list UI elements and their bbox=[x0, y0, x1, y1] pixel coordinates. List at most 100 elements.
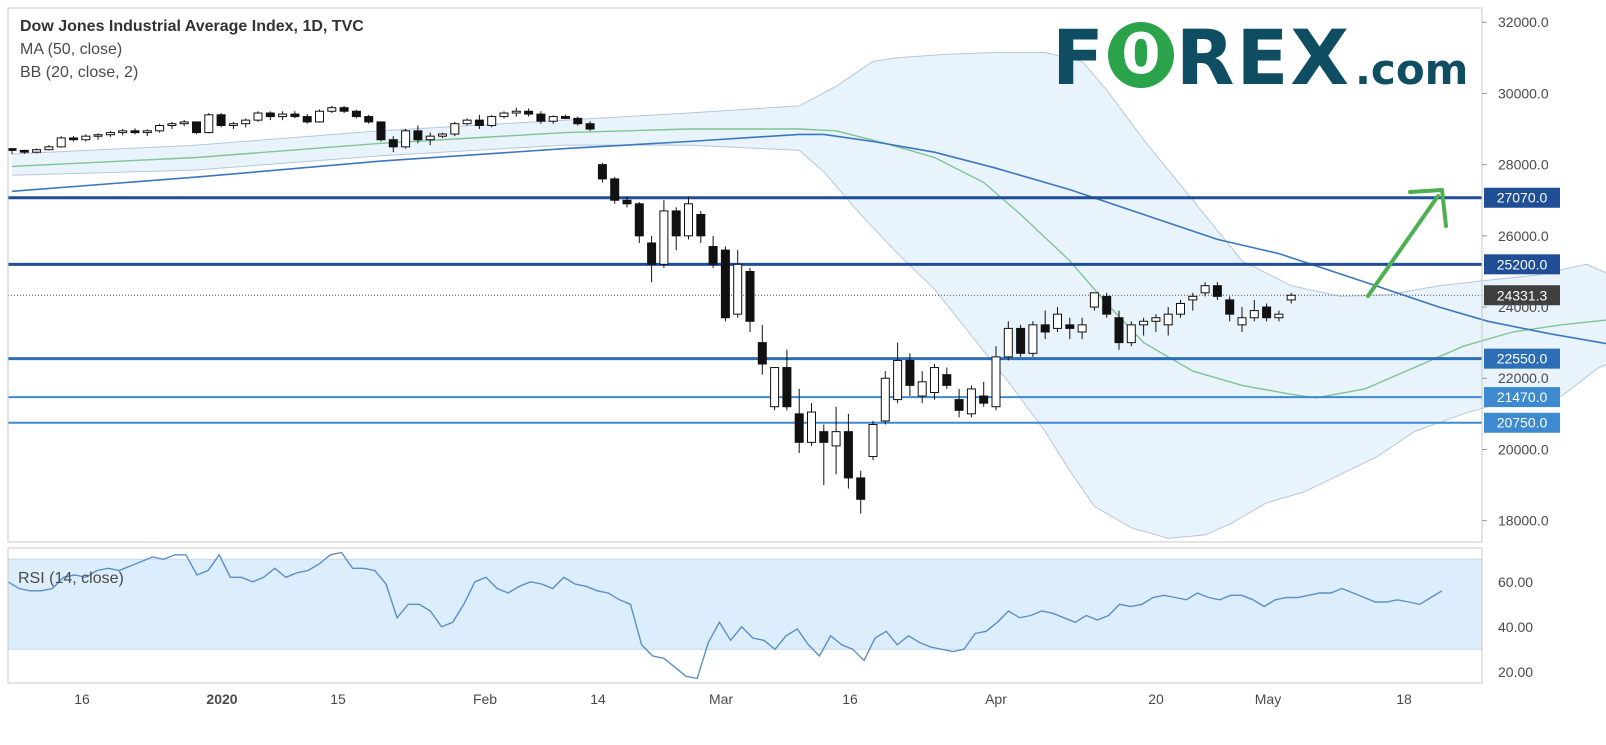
main-panel-frame bbox=[7, 7, 1483, 543]
time-tick-label: 18 bbox=[1396, 691, 1412, 707]
candle-body bbox=[1163, 313, 1173, 326]
candle-body bbox=[893, 359, 903, 401]
level-label-bg bbox=[1484, 187, 1560, 208]
price-tick-label: 30000.0 bbox=[1498, 85, 1549, 101]
bullish-arrow bbox=[1366, 188, 1448, 298]
rsi-band bbox=[8, 559, 1482, 650]
candle-body bbox=[499, 112, 509, 118]
candle-body bbox=[1176, 302, 1185, 315]
candle-body bbox=[610, 178, 620, 201]
bollinger-bands bbox=[11, 52, 1606, 539]
candle-body bbox=[807, 411, 816, 443]
arrow-head bbox=[1408, 188, 1448, 228]
candle-body bbox=[265, 112, 275, 118]
candle-body bbox=[315, 110, 324, 123]
candle-body bbox=[1077, 324, 1087, 333]
candle-body bbox=[622, 199, 632, 205]
candle-body bbox=[794, 413, 804, 443]
level-label: 21470.0 bbox=[1497, 389, 1548, 405]
candle-body bbox=[1089, 292, 1099, 308]
rsi-line bbox=[7, 551, 1443, 680]
time-tick-label: 20 bbox=[1148, 691, 1164, 707]
bb-upper-line bbox=[11, 52, 1606, 297]
candle-body bbox=[684, 203, 693, 237]
candle-body bbox=[1040, 324, 1050, 333]
candle-body bbox=[1188, 295, 1198, 301]
candle-body bbox=[327, 107, 337, 112]
candle-body bbox=[548, 116, 558, 122]
candle-body bbox=[93, 134, 103, 137]
candle-body bbox=[917, 381, 927, 397]
ma50-line bbox=[11, 133, 1606, 345]
candle-body bbox=[1114, 317, 1124, 344]
candle-body bbox=[44, 146, 54, 151]
candle-body bbox=[720, 249, 730, 319]
candle-body bbox=[339, 107, 349, 112]
candle-body bbox=[930, 367, 939, 393]
time-tick-label: 16 bbox=[842, 691, 858, 707]
candle-body bbox=[1065, 324, 1075, 329]
bb-fill bbox=[12, 52, 1606, 539]
candle-body bbox=[7, 148, 17, 151]
candle-body bbox=[179, 121, 189, 125]
ma-legend: MA (50, close) bbox=[20, 41, 123, 58]
candle-body bbox=[1102, 295, 1112, 315]
candle-body bbox=[524, 110, 534, 115]
candle-body bbox=[278, 113, 288, 118]
candle-body bbox=[228, 123, 238, 126]
candle-body bbox=[155, 124, 165, 132]
candle-body bbox=[1016, 327, 1026, 354]
candle-body bbox=[413, 130, 423, 141]
rsi-tick-label: 20.00 bbox=[1498, 664, 1533, 680]
candle-body bbox=[19, 149, 29, 153]
candle-body bbox=[659, 210, 669, 265]
candle-body bbox=[905, 359, 915, 386]
candle-body bbox=[105, 132, 115, 136]
candle-body bbox=[536, 113, 546, 122]
logo-letters: REX bbox=[1175, 13, 1351, 102]
support-resistance-levels: 27070.0 25200.0 22550.0 21470.0 20750.0 24331… bbox=[8, 187, 1560, 433]
rsi-tick-label: 40.00 bbox=[1498, 619, 1533, 635]
candle-body bbox=[81, 135, 91, 141]
candle-body bbox=[130, 130, 140, 134]
candle-body bbox=[561, 116, 570, 119]
arrow-shaft bbox=[1366, 194, 1440, 298]
candle-body bbox=[1262, 306, 1272, 319]
candle-body bbox=[954, 399, 964, 411]
candle-body bbox=[856, 477, 866, 500]
candle-body bbox=[733, 263, 743, 315]
time-tick-label: May bbox=[1255, 691, 1281, 707]
logo-suffix: .com bbox=[1354, 45, 1469, 94]
candle-body bbox=[487, 116, 497, 126]
last-price-label: 24331.3 bbox=[1497, 287, 1548, 303]
candle-body bbox=[819, 431, 829, 443]
candle-body bbox=[1212, 285, 1222, 297]
rsi-tick-label: 60.00 bbox=[1498, 574, 1533, 590]
level-label-bg bbox=[1484, 387, 1560, 408]
candle-body bbox=[438, 133, 447, 137]
level-label-bg bbox=[1484, 412, 1560, 433]
level-label: 27070.0 bbox=[1497, 190, 1548, 206]
candle-body bbox=[192, 121, 201, 134]
axes: 32000.0 30000.0 28000.0 26000.0 24000.0 22000… bbox=[7, 7, 1549, 707]
chart-title: Dow Jones Industrial Average Index, 1D, … bbox=[20, 18, 364, 35]
price-tick-label: 28000.0 bbox=[1498, 157, 1549, 173]
candle-body bbox=[1126, 324, 1136, 344]
bb-legend: BB (20, close, 2) bbox=[20, 64, 139, 81]
candle-body bbox=[1151, 317, 1161, 322]
candle-body bbox=[1225, 299, 1235, 315]
candle-body bbox=[1237, 317, 1247, 326]
candle-body bbox=[204, 114, 214, 134]
price-tick-label: 18000.0 bbox=[1498, 513, 1549, 529]
price-tick-label: 26000.0 bbox=[1498, 228, 1549, 244]
candle-body bbox=[757, 342, 767, 365]
last-price-label-bg bbox=[1484, 285, 1560, 306]
level-label-bg bbox=[1484, 348, 1560, 369]
candle-body bbox=[241, 119, 251, 125]
candle-body bbox=[118, 130, 128, 134]
forex-logo: F 0 REX.com bbox=[1052, 18, 1468, 98]
level-label-bg bbox=[1484, 254, 1560, 275]
level-label: 25200.0 bbox=[1497, 256, 1548, 272]
logo-letter-o: 0 bbox=[1121, 22, 1161, 87]
